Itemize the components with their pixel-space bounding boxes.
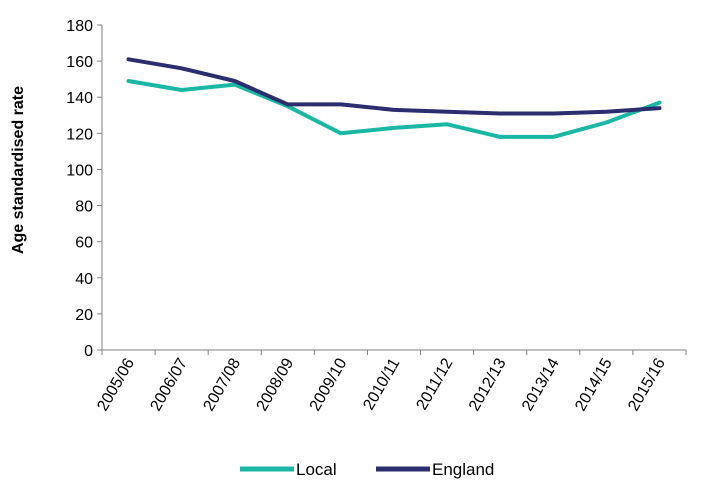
y-tick-label: 140 [66, 90, 93, 107]
x-tick-label: 2006/07 [147, 355, 191, 414]
x-tick-label: 2009/10 [307, 355, 351, 414]
x-tick-label: 2014/15 [572, 355, 616, 414]
legend-label: England [432, 460, 494, 479]
y-tick-label: 80 [75, 199, 93, 216]
x-tick-label: 2015/16 [625, 355, 669, 414]
x-tick-label: 2010/11 [360, 355, 403, 413]
y-tick-label: 120 [66, 126, 93, 143]
legend-item-england: England [376, 460, 494, 479]
x-axis-ticks: 2005/06 2006/07 2007/08 2008/09 2009/10 2010/… [94, 350, 687, 414]
y-axis-ticks: 0 20 40 60 80 100 120 140 160 180 [66, 18, 102, 360]
series-lines [126, 57, 662, 139]
x-tick-label: 2005/06 [94, 355, 138, 414]
x-tick-label: 2008/09 [254, 355, 298, 414]
x-tick-label: 2011/12 [414, 355, 457, 413]
x-tick-label: 2013/14 [519, 355, 563, 414]
series-line-england [126, 57, 662, 116]
y-tick-label: 60 [75, 235, 93, 252]
y-tick-label: 40 [75, 271, 93, 288]
legend: Local England [240, 460, 494, 479]
y-tick-label: 180 [66, 18, 93, 35]
legend-label: Local [296, 460, 337, 479]
x-tick-label: 2007/08 [201, 355, 245, 414]
y-tick-label: 20 [75, 307, 93, 324]
y-tick-label: 160 [66, 54, 93, 71]
x-tick-label: 2012/13 [466, 355, 510, 414]
series-line-local [126, 79, 662, 139]
y-tick-label: 0 [84, 343, 93, 360]
legend-item-local: Local [240, 460, 337, 479]
axes [101, 25, 686, 351]
y-tick-label: 100 [66, 162, 93, 179]
y-axis-title: Age standardised rate [10, 86, 27, 254]
